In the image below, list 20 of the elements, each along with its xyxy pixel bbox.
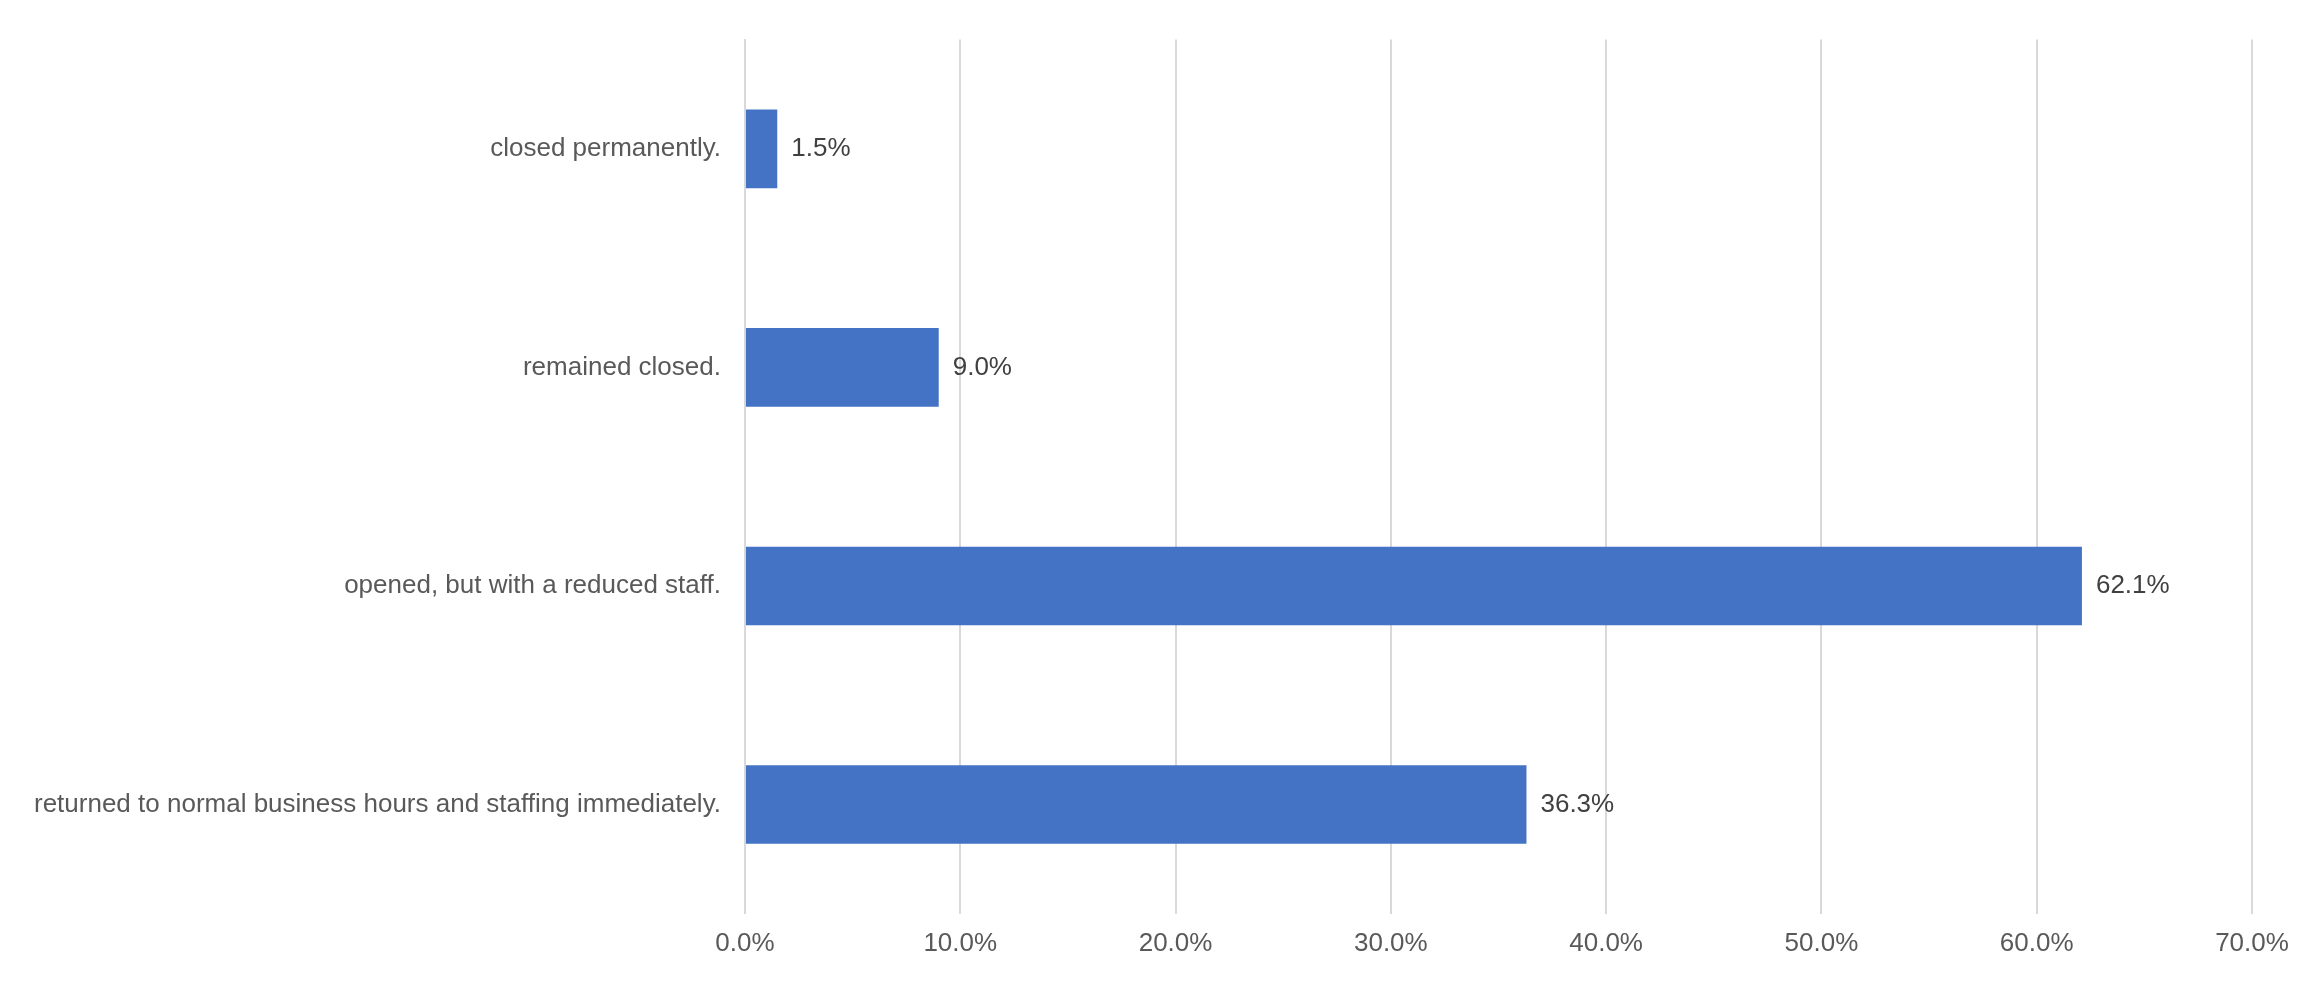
y-tick-label: closed permanently. [490,132,721,163]
x-tick-label: 0.0% [715,926,775,957]
x-tick-label: 40.0% [1569,926,1643,957]
x-tick-label: 20.0% [1138,926,1213,957]
y-tick-label: opened, but with a reduced staff. [344,569,721,600]
data-label: 9.0% [952,350,1012,381]
data-label: 36.3% [1540,787,1615,818]
x-tick-label: 30.0% [1353,926,1428,957]
bar [745,109,778,189]
x-tick-label: 50.0% [1784,926,1859,957]
x-tick-label: 70.0% [2215,926,2289,957]
bar [745,546,2082,626]
y-tick-label: remained closed. [522,350,721,381]
bar [745,328,939,407]
x-tick-label: 60.0% [1999,926,2074,957]
x-tick-label: 10.0% [923,926,998,957]
data-label: 1.5% [791,132,851,163]
bar [745,765,1527,844]
y-tick-label: returned to normal business hours and staffing immediately. [33,787,721,818]
data-label: 62.1% [2095,569,2170,600]
